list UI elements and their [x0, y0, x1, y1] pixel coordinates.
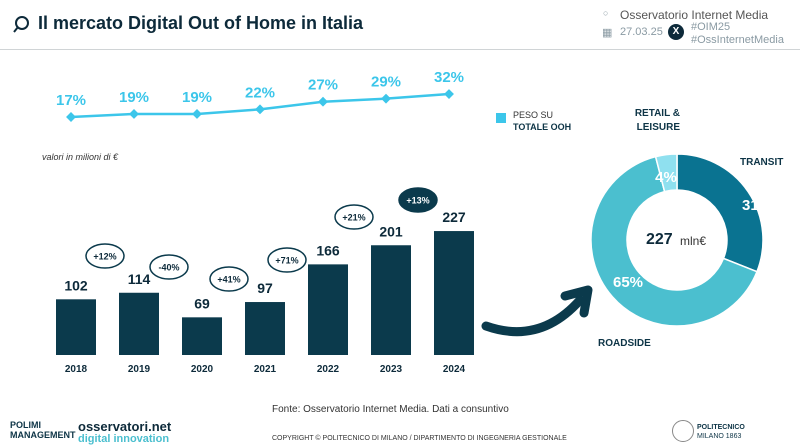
line-label: 32%	[434, 69, 464, 86]
line-point	[444, 89, 454, 99]
politecnico-logo: POLITECNICO MILANO 1863	[697, 424, 745, 440]
bar	[245, 302, 285, 355]
arrow-head-icon	[560, 285, 593, 318]
legend-label: TOTALE OOH	[513, 122, 572, 132]
bar-value: 69	[194, 295, 210, 311]
x-tick-label: 2023	[380, 364, 403, 375]
bar-value: 201	[379, 223, 403, 239]
bar	[371, 245, 411, 355]
hashtag: #OssInternetMedia	[691, 34, 784, 46]
slice-label-roadside: ROADSIDE	[598, 338, 651, 349]
slice-percent: 65%	[613, 274, 643, 291]
legend-swatch	[496, 113, 506, 123]
source-note: Fonte: Osservatorio Internet Media. Dati…	[272, 404, 509, 415]
x-tick-label: 2021	[254, 364, 277, 375]
growth-badge	[398, 187, 438, 213]
x-tick-label: 2020	[191, 364, 214, 375]
growth-badge	[149, 254, 189, 280]
politecnico-seal-icon	[672, 420, 694, 442]
header-divider	[0, 49, 800, 50]
bar-value: 102	[64, 277, 88, 293]
growth-label: +13%	[406, 196, 429, 206]
date: 27.03.25	[620, 26, 663, 38]
osservatori-logo: osservatori.net digital innovation	[78, 419, 172, 445]
bar-value: 114	[128, 271, 151, 287]
copyright: COPYRIGHT © POLITECNICO DI MILANO / DIPA…	[272, 435, 567, 442]
growth-badge	[85, 243, 125, 269]
line-label: 17%	[56, 92, 86, 109]
growth-label: +21%	[342, 213, 365, 223]
line-point	[66, 112, 76, 122]
observatory-name: Osservatorio Internet Media	[620, 8, 769, 22]
line-label: 22%	[245, 84, 275, 101]
line-point	[381, 93, 391, 104]
donut-slice	[654, 153, 678, 193]
donut-center-unit: mln€	[680, 234, 707, 248]
slice-percent: 4%	[655, 169, 677, 186]
unit-note: valori in milioni di €	[42, 152, 119, 162]
x-tick-label: 2022	[317, 364, 340, 375]
bar	[119, 292, 159, 355]
slice-label-transit: TRANSIT	[740, 157, 784, 168]
line-point	[129, 108, 139, 119]
bar-value: 166	[316, 242, 340, 258]
legend-label: PESO SU	[513, 110, 554, 120]
search-icon: ○	[603, 8, 609, 18]
bar-value: 97	[257, 280, 273, 296]
growth-badge	[334, 204, 374, 230]
bar	[308, 264, 348, 355]
line-point	[255, 104, 265, 115]
line-point	[318, 96, 328, 107]
growth-label: +12%	[93, 252, 116, 262]
slice-label-retail: RETAIL & LEISURE	[634, 108, 680, 133]
x-social-icon[interactable]: X	[668, 24, 684, 40]
growth-badge	[267, 247, 307, 273]
calendar-icon: ▦	[602, 27, 613, 39]
line-label: 19%	[119, 89, 149, 106]
line-label: 29%	[371, 74, 401, 91]
line-label: 19%	[182, 89, 212, 106]
magnifier-logo-icon	[13, 16, 29, 33]
growth-label: +71%	[275, 256, 298, 266]
donut-slice	[590, 155, 758, 327]
growth-label: +41%	[217, 275, 240, 285]
bar-value: 227	[442, 209, 466, 225]
growth-badge	[209, 266, 249, 292]
x-tick-label: 2019	[128, 364, 151, 375]
donut-center-value: 227	[646, 231, 673, 248]
growth-label: -40%	[158, 263, 179, 273]
line-point	[192, 108, 202, 119]
slice-percent: 31%	[742, 197, 772, 214]
bar	[182, 317, 222, 355]
donut-slice	[676, 153, 764, 273]
x-tick-label: 2018	[65, 364, 88, 375]
bar	[434, 231, 474, 355]
hashtag: #OIM25	[691, 21, 731, 33]
x-tick-label: 2024	[443, 364, 466, 375]
page-title: Il mercato Digital Out of Home in Italia	[38, 13, 364, 33]
line-label: 27%	[308, 77, 338, 94]
arrow-icon	[481, 295, 585, 337]
bar	[56, 299, 96, 355]
polimi-logo: POLIMI MANAGEMENT	[10, 420, 76, 440]
